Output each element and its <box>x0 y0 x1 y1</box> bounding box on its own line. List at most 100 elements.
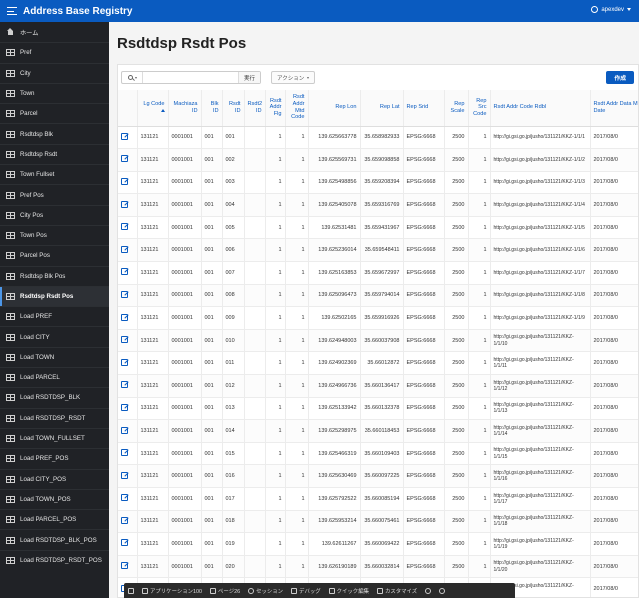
sidebar-item[interactable]: Rsdtdsp Blk <box>0 123 109 143</box>
edit-icon[interactable] <box>121 471 128 479</box>
column-header[interactable]: Rep Lat <box>360 90 404 127</box>
column-header[interactable]: Rsdt Addr Flg <box>265 90 286 127</box>
edit-icon[interactable] <box>121 223 128 231</box>
edit-icon[interactable] <box>121 562 128 570</box>
sidebar-item[interactable]: Town <box>0 82 109 103</box>
sidebar-item[interactable]: Load TOWN_FULLSET <box>0 427 109 448</box>
sidebar-item[interactable]: Pref Pos <box>0 184 109 204</box>
column-header[interactable]: Rsdt Addr Data Mnt Date <box>590 90 639 127</box>
table-cell: EPSG:6668 <box>403 374 445 398</box>
search-input[interactable] <box>143 72 238 83</box>
edit-icon[interactable] <box>121 245 128 253</box>
column-header[interactable]: Rep Scale <box>444 90 469 127</box>
edit-icon[interactable] <box>121 403 128 411</box>
edit-icon[interactable] <box>121 313 128 321</box>
sidebar-item[interactable]: Load PARCEL <box>0 367 109 387</box>
edit-icon[interactable] <box>121 177 128 185</box>
sidebar-item[interactable]: Load TOWN_POS <box>0 488 109 509</box>
search-column-button[interactable] <box>122 72 143 83</box>
devbar-item[interactable]: アプリケーション100 <box>138 587 206 595</box>
devbar-item[interactable]: ページ26 <box>206 587 244 595</box>
devbar-item[interactable]: カスタマイズ <box>373 587 421 595</box>
column-header[interactable]: Rsdt2 ID <box>244 90 266 127</box>
sidebar-item[interactable]: Load RSDTDSP_RSDT <box>0 407 109 428</box>
sidebar-item[interactable]: Load PREF_POS <box>0 448 109 468</box>
sidebar-item[interactable]: City Pos <box>0 204 109 225</box>
table-cell: 1 <box>285 532 309 556</box>
edit-icon[interactable] <box>121 155 128 163</box>
column-header[interactable]: Machiaza ID <box>168 90 202 127</box>
column-header[interactable]: Rsdt ID <box>222 90 245 127</box>
column-header[interactable]: Blk ID <box>201 90 223 127</box>
edit-icon[interactable] <box>121 268 128 276</box>
sidebar-item-label: Pref <box>20 49 32 57</box>
edit-icon[interactable] <box>121 494 128 502</box>
table-cell: 008 <box>222 284 245 308</box>
column-header[interactable]: Rsdt Addr Mtd Code <box>285 90 309 127</box>
sidebar-item[interactable]: Pref <box>0 42 109 62</box>
devbar-item[interactable] <box>435 587 449 594</box>
column-header-label: Rsdt Addr Data Mnt Date <box>593 101 639 114</box>
main-content: Rsdtdsp Rsdt Pos 実行 アクション 作成 Lg <box>109 22 639 598</box>
edit-icon[interactable] <box>121 381 128 389</box>
edit-icon[interactable] <box>121 290 128 298</box>
table-row: 131121 0001001 001 012 1 1 139.624966736 35.660… <box>118 374 638 398</box>
sidebar-item[interactable]: Parcel Pos <box>0 245 109 265</box>
devbar-item[interactable]: デバッグ <box>287 587 325 595</box>
sidebar-item[interactable]: Town Pos <box>0 224 109 245</box>
table-cell: http://gi.gsi.go.jp/jusho/131121/KKZ-1/1… <box>490 555 591 579</box>
edit-icon[interactable] <box>121 358 128 366</box>
table-cell: 2017/08/0 <box>590 329 638 353</box>
column-header[interactable]: Rep Lon <box>308 90 361 127</box>
edit-icon[interactable] <box>121 539 128 547</box>
sidebar-item[interactable]: Load RSDTDSP_BLK_POS <box>0 529 109 549</box>
sidebar-item[interactable]: Load RSDTDSP_RSDT_POS <box>0 549 109 570</box>
sidebar-item[interactable]: ホーム <box>0 22 109 42</box>
column-header[interactable]: Rep Src Code <box>468 90 491 127</box>
go-button[interactable]: 実行 <box>237 72 260 83</box>
sidebar-item[interactable]: Rsdtdsp Rsdt Pos <box>0 285 109 307</box>
table-icon <box>6 353 15 361</box>
edit-icon[interactable] <box>121 449 128 457</box>
edit-icon[interactable] <box>121 516 128 524</box>
table-row: 131121 0001001 001 011 1 1 139.624902369 35.660… <box>118 351 638 376</box>
edit-icon[interactable] <box>121 132 128 140</box>
sidebar-item[interactable]: Load RSDTDSP_BLK <box>0 387 109 407</box>
menu-icon[interactable] <box>7 6 17 16</box>
devbar-item[interactable]: セッション <box>244 587 287 595</box>
table-cell: 2017/08/0 <box>590 284 638 308</box>
sidebar-item[interactable]: Load TOWN <box>0 346 109 367</box>
sidebar-item[interactable]: Load PARCEL_POS <box>0 509 109 529</box>
user-menu[interactable]: apexdev <box>591 6 631 13</box>
devbar-item[interactable] <box>124 587 138 594</box>
edit-icon[interactable] <box>121 426 128 434</box>
sidebar-item[interactable]: Town Fullset <box>0 164 109 184</box>
edit-icon[interactable] <box>121 200 128 208</box>
table-cell: 1 <box>285 374 309 398</box>
sidebar-item[interactable]: Load CITY_POS <box>0 468 109 489</box>
actions-menu-button[interactable]: アクション <box>271 71 316 84</box>
table-cell <box>244 532 266 556</box>
column-header[interactable]: Rsdt Addr Code Rdbl <box>490 90 591 127</box>
app-title[interactable]: Address Base Registry <box>23 5 133 17</box>
table-icon <box>6 475 15 483</box>
devbar-item[interactable] <box>421 587 435 594</box>
column-header[interactable]: Lg Code <box>137 90 169 127</box>
create-button[interactable]: 作成 <box>606 71 634 84</box>
edit-cell <box>118 487 138 511</box>
devbar-item[interactable]: クイック編集 <box>325 587 373 595</box>
sidebar-item[interactable]: Rsdtdsp Blk Pos <box>0 265 109 286</box>
table-row: 131121 0001001 001 019 1 1 139.62611267 35.6600… <box>118 532 638 556</box>
column-header[interactable]: Rep Srid <box>403 90 445 127</box>
home-icon <box>128 587 134 594</box>
sidebar-item[interactable]: Parcel <box>0 103 109 123</box>
column-header-label: Rsdt Addr Code Rdbl <box>493 104 547 111</box>
sidebar-item[interactable]: Load CITY <box>0 326 109 346</box>
table-cell: 001 <box>201 397 223 421</box>
table-row: 131121 0001001 001 014 1 1 139.625298975 35.660… <box>118 419 638 443</box>
edit-icon[interactable] <box>121 336 128 344</box>
sidebar-item[interactable]: Rsdtdsp Rsdt <box>0 143 109 164</box>
table-cell: 001 <box>201 126 223 150</box>
sidebar-item[interactable]: Load PREF <box>0 306 109 326</box>
sidebar-item[interactable]: City <box>0 62 109 83</box>
